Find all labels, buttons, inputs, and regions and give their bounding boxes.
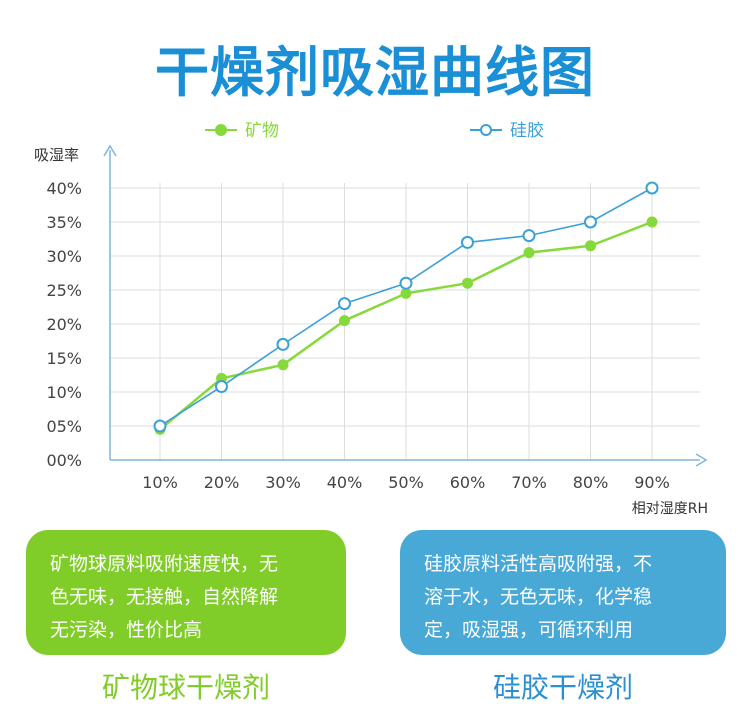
- data-point-0: [585, 240, 596, 252]
- data-point-1: [461, 235, 474, 249]
- data-point-1: [276, 337, 290, 351]
- y-tick-label: 40%: [46, 179, 82, 198]
- data-point-0: [400, 287, 412, 299]
- data-point-1: [584, 215, 597, 229]
- x-tick-label: 40%: [327, 473, 363, 492]
- legend-label-0: 矿物: [245, 121, 279, 141]
- x-tick-label: 60%: [450, 473, 486, 492]
- x-axis-arrow: [695, 453, 708, 467]
- y-tick-label: 05%: [46, 417, 82, 436]
- y-tick-label: 20%: [46, 315, 82, 334]
- x-tick-label: 20%: [204, 473, 240, 492]
- silica-desc-line: 溶于水，无色无味，化学稳: [424, 586, 653, 608]
- x-tick-label: 80%: [573, 473, 609, 492]
- silica-description-card: 硅胶原料活性高吸附强，不 溶于水，无色无味，化学稳 定，吸湿强，可循环利用: [400, 530, 726, 655]
- x-tick-label: 70%: [511, 473, 547, 492]
- x-tick-label: 10%: [142, 473, 178, 492]
- data-point-0: [462, 277, 473, 289]
- y-axis-arrow: [103, 144, 117, 157]
- mineral-desc-line: 色无味，无接触，自然降解: [50, 586, 279, 608]
- legend-marker-0: [215, 124, 227, 136]
- tick-labels: 00% 05% 10% 15% 20% 25% 30% 35% 40% 10% 20% 30% 40% 5…: [46, 179, 669, 492]
- silica-desc-line: 硅胶原料活性高吸附强，不: [424, 553, 653, 575]
- data-point-0: [523, 247, 535, 259]
- x-axis-label: 相对湿度RH: [632, 501, 708, 517]
- legend: 矿物 硅胶: [205, 121, 544, 141]
- mineral-description-card: 矿物球原料吸附速度快，无 色无味，无接触，自然降解 无污染，性价比高: [26, 530, 346, 655]
- data-point-1: [153, 419, 167, 433]
- y-tick-label: 30%: [46, 247, 82, 266]
- data-point-1: [645, 181, 659, 195]
- humidity-absorption-chart: 吸湿率 相对湿度RH 00% 05% 10% 15% 20% 25% 30% 35% 40% 10…: [34, 121, 708, 517]
- y-tick-label: 25%: [46, 281, 82, 300]
- data-point-1: [522, 229, 536, 243]
- x-tick-label: 50%: [388, 473, 424, 492]
- data-point-0: [277, 359, 289, 371]
- mineral-desc-line: 矿物球原料吸附速度快，无: [50, 553, 279, 575]
- mineral-desc-line: 无污染，性价比高: [50, 619, 203, 641]
- data-point-1: [215, 380, 228, 394]
- y-tick-label: 35%: [46, 213, 82, 232]
- data-point-0: [339, 315, 350, 327]
- axes: 吸湿率 相对湿度RH: [34, 144, 708, 517]
- y-tick-label: 15%: [46, 349, 82, 368]
- y-tick-label: 00%: [46, 451, 82, 470]
- data-point-1: [338, 297, 351, 311]
- x-tick-label: 90%: [634, 473, 670, 492]
- grid: [110, 183, 700, 460]
- y-axis-label: 吸湿率: [34, 146, 79, 164]
- data-point-0: [646, 216, 658, 228]
- silica-product-name: 硅胶干燥剂: [492, 671, 633, 704]
- data-point-1: [399, 276, 413, 290]
- y-tick-label: 10%: [46, 383, 82, 402]
- x-tick-label: 30%: [265, 473, 301, 492]
- legend-label-1: 硅胶: [510, 121, 544, 141]
- legend-marker-1: [480, 124, 492, 136]
- silica-desc-line: 定，吸湿强，可循环利用: [424, 619, 634, 641]
- page-title: 干燥剂吸湿曲线图: [155, 41, 595, 104]
- series: [153, 181, 659, 435]
- mineral-product-name: 矿物球干燥剂: [101, 671, 270, 704]
